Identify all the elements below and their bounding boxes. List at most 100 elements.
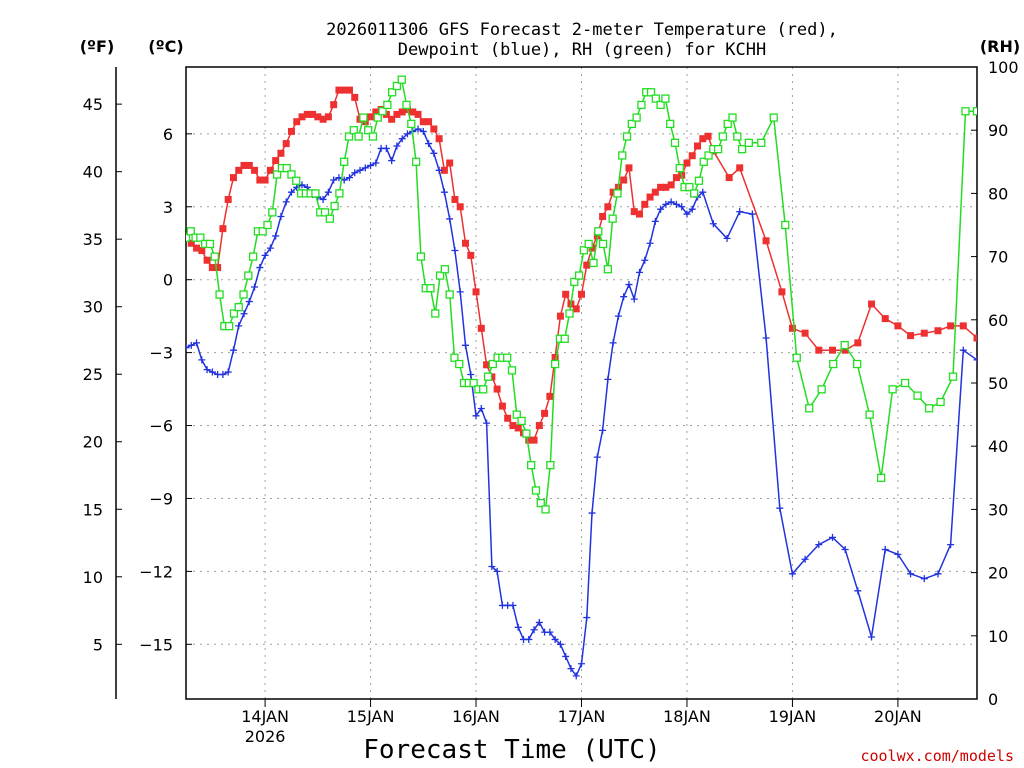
dewpoint-point	[651, 217, 659, 225]
temperature-point	[688, 152, 696, 160]
rh-tick-label: 100	[988, 58, 1019, 77]
temperature-point	[219, 225, 227, 233]
dewpoint-point	[356, 166, 364, 174]
rh-point	[972, 107, 977, 116]
rh-point	[311, 189, 320, 198]
dewpoint-point	[187, 341, 195, 349]
rh-point	[196, 233, 205, 242]
rh-point	[229, 309, 239, 318]
dewpoint-point	[657, 205, 665, 213]
dewpoint-point	[636, 268, 644, 276]
dewpoint-point	[748, 210, 756, 218]
dewpoint-point	[593, 453, 601, 461]
rh-point	[948, 372, 958, 381]
temperature-point	[854, 339, 862, 347]
rh-tick-label: 50	[988, 374, 1008, 393]
temperature-point	[815, 346, 823, 354]
rh-point	[666, 119, 675, 129]
temperature-point	[699, 135, 707, 143]
chart-title-line1: 2026011306 GFS Forecast 2-meter Temperat…	[326, 20, 838, 40]
temperature-point	[388, 115, 396, 123]
rh-point	[479, 385, 488, 394]
rh-point	[287, 170, 296, 179]
temperature-point	[881, 315, 889, 323]
x-tick-label: 19JAN	[769, 707, 817, 726]
temperature-point	[440, 166, 448, 174]
dewpoint-point	[245, 298, 253, 306]
fahrenheit-tick-label: 40	[83, 163, 103, 182]
rh-point	[330, 201, 339, 211]
dewpoint-point	[440, 188, 448, 196]
temperature-point	[298, 113, 306, 121]
dewpoint-point	[446, 215, 454, 223]
rh-point	[387, 88, 397, 97]
celsius-tick-label: −15	[139, 635, 173, 654]
fahrenheit-tick-label: 25	[83, 365, 103, 384]
x-tick-label: 15JAN	[347, 707, 395, 726]
dewpoint-point	[641, 256, 649, 264]
rh-point	[335, 189, 344, 198]
temperature-point	[535, 422, 543, 430]
dewpoint-point	[472, 412, 480, 420]
temperature-point	[367, 113, 375, 121]
rh-point	[900, 378, 910, 388]
rh-point	[853, 359, 862, 369]
rh-tick-label: 90	[988, 121, 1008, 140]
fahrenheit-tick-label: 45	[83, 95, 103, 114]
rh-point	[215, 290, 224, 299]
rh-point	[435, 271, 445, 280]
rh-point	[440, 265, 450, 274]
dewpoint-point	[934, 570, 942, 578]
dewpoint-point	[572, 672, 580, 680]
dewpoint-point	[240, 310, 248, 318]
rh-point	[186, 233, 191, 242]
dewpoint-point	[351, 169, 359, 177]
dewpoint-point	[345, 174, 353, 182]
temperature-point	[556, 312, 564, 320]
temperature-point	[193, 244, 201, 252]
temperature-point	[636, 210, 644, 218]
temperature-point	[282, 140, 290, 148]
rh-tick-label: 20	[988, 564, 1008, 583]
temperature-point	[493, 385, 501, 393]
site-credit[interactable]: coolwx.com/models	[860, 747, 1014, 765]
rh-point	[359, 113, 368, 122]
celsius-tick-label: −9	[149, 489, 173, 508]
rh-point	[205, 239, 215, 249]
rh-point	[723, 119, 732, 129]
rh-point	[488, 359, 497, 369]
temperature-point	[446, 159, 454, 167]
temperature-point	[303, 110, 311, 118]
rh-point	[627, 119, 636, 129]
rh-point	[340, 157, 349, 166]
dewpoint-point	[630, 295, 638, 303]
rh-point	[840, 340, 849, 350]
dewpoint-point	[287, 188, 295, 196]
rh-point	[613, 189, 622, 198]
dewpoint-point	[488, 563, 496, 571]
rh-point	[728, 113, 737, 122]
dewpoint-point	[277, 212, 285, 220]
rh-point	[805, 404, 814, 413]
temperature-point	[208, 264, 216, 272]
rh-tick-label: 70	[988, 248, 1008, 267]
dewpoint-point	[229, 346, 237, 354]
rh-point	[888, 385, 897, 394]
dewpoint-point	[583, 614, 591, 622]
fahrenheit-tick-label: 15	[83, 500, 103, 519]
rh-point	[829, 359, 838, 369]
dewpoint-point	[567, 665, 575, 673]
fahrenheit-unit-label: (ºF)	[80, 37, 115, 56]
rh-point	[632, 113, 641, 122]
temperature-point	[829, 346, 837, 354]
dewpoint-point	[425, 140, 433, 148]
temperature-point	[425, 118, 433, 126]
rh-point	[718, 132, 728, 141]
temperature-point	[514, 424, 522, 432]
dewpoint-point	[736, 208, 744, 216]
rh-tick-label: 80	[988, 184, 1008, 203]
celsius-tick-label: 6	[163, 125, 173, 144]
fahrenheit-tick-label: 35	[83, 230, 103, 249]
data-series	[186, 75, 977, 680]
